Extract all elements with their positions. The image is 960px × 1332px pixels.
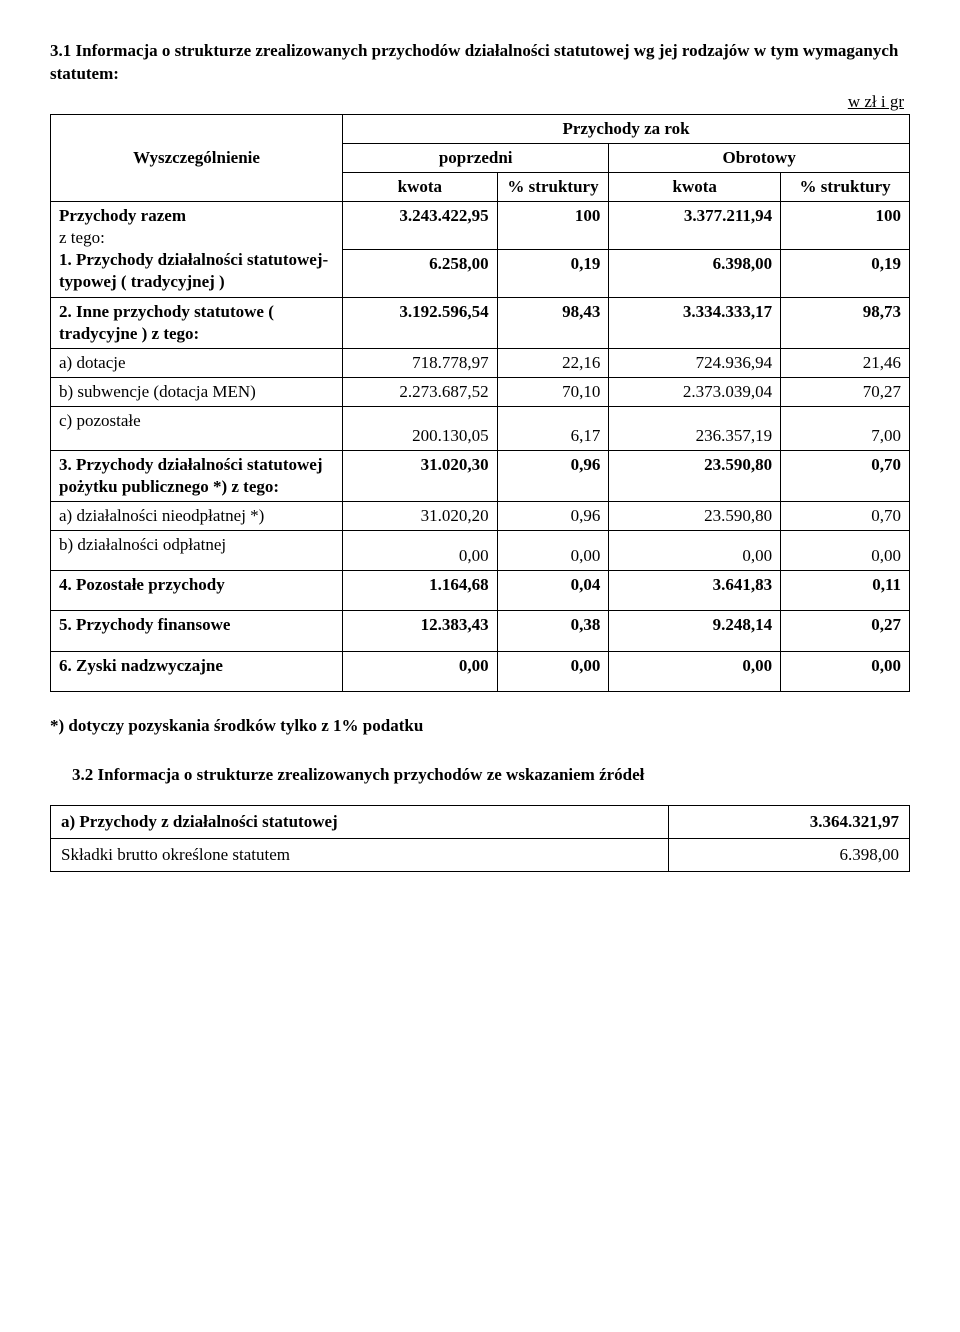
row-sources-b: Składki brutto określone statutem 6.398,…: [51, 838, 910, 871]
cell: 200.130,05: [343, 406, 498, 450]
cell: 0,11: [781, 571, 910, 611]
col-wyszczegolnienie: Wyszczególnienie: [51, 114, 343, 201]
row-r4: 4. Pozostałe przychody 1.164,68 0,04 3.6…: [51, 571, 910, 611]
cell: 98,43: [497, 297, 609, 348]
label-r4: 4. Pozostałe przychody: [51, 571, 343, 611]
footnote-1pct: *) dotyczy pozyskania środków tylko z 1%…: [50, 716, 910, 736]
cell: 23.590,80: [609, 451, 781, 502]
cell: 3.641,83: [609, 571, 781, 611]
cell: 31.020,20: [343, 502, 498, 531]
sources-table: a) Przychody z działalności statutowej 3…: [50, 805, 910, 872]
cell: 0,00: [781, 531, 910, 571]
cell: 0,70: [781, 451, 910, 502]
cell: 724.936,94: [609, 348, 781, 377]
cell: 0,00: [781, 651, 910, 691]
cell: 0,00: [609, 531, 781, 571]
col-poprzedni: poprzedni: [343, 143, 609, 172]
row-r2a: a) dotacje 718.778,97 22,16 724.936,94 2…: [51, 348, 910, 377]
label-r6: 6. Zyski nadzwyczajne: [51, 651, 343, 691]
label-sources-b: Składki brutto określone statutem: [51, 838, 669, 871]
cell: 70,27: [781, 377, 910, 406]
cell: 718.778,97: [343, 348, 498, 377]
cell: 0,00: [609, 651, 781, 691]
cell: 100: [497, 202, 609, 250]
cell: 3.334.333,17: [609, 297, 781, 348]
cell: 0,19: [497, 249, 609, 297]
revenue-structure-table: Wyszczególnienie Przychody za rok poprze…: [50, 114, 910, 692]
label-r2: 2. Inne przychody statutowe ( tradycyjne…: [51, 297, 343, 348]
cell: 0,27: [781, 611, 910, 651]
label-r1: 1. Przychody działalności statutowej-typ…: [59, 250, 328, 291]
cell: 0,70: [781, 502, 910, 531]
row-r6: 6. Zyski nadzwyczajne 0,00 0,00 0,00 0,0…: [51, 651, 910, 691]
cell: 12.383,43: [343, 611, 498, 651]
cell: 0,00: [343, 531, 498, 571]
cell: 2.273.687,52: [343, 377, 498, 406]
row-r2b: b) subwencje (dotacja MEN) 2.273.687,52 …: [51, 377, 910, 406]
cell: 31.020,30: [343, 451, 498, 502]
section-3-1-title: 3.1 Informacja o strukturze zrealizowany…: [50, 40, 910, 86]
row-r5: 5. Przychody finansowe 12.383,43 0,38 9.…: [51, 611, 910, 651]
cell: 0,00: [497, 531, 609, 571]
row-r3a: a) działalności nieodpłatnej *) 31.020,2…: [51, 502, 910, 531]
col-kwota-2: kwota: [609, 173, 781, 202]
label-r2b: b) subwencje (dotacja MEN): [51, 377, 343, 406]
cell: 6.258,00: [343, 249, 498, 297]
cell: 21,46: [781, 348, 910, 377]
row-r2: 2. Inne przychody statutowe ( tradycyjne…: [51, 297, 910, 348]
label-r3b: b) działalności odpłatnej: [51, 531, 343, 571]
cell: 0,00: [497, 651, 609, 691]
label-r5: 5. Przychody finansowe: [51, 611, 343, 651]
cell: 0,38: [497, 611, 609, 651]
row-sources-a: a) Przychody z działalności statutowej 3…: [51, 805, 910, 838]
col-przychody-za-rok: Przychody za rok: [343, 114, 910, 143]
cell: 0,19: [781, 249, 910, 297]
label-ztego: z tego:: [59, 228, 105, 247]
label-r3: 3. Przychody działalności statutowej poż…: [51, 451, 343, 502]
unit-label: w zł i gr: [50, 92, 904, 112]
row-r3: 3. Przychody działalności statutowej poż…: [51, 451, 910, 502]
col-kwota-1: kwota: [343, 173, 498, 202]
cell: 70,10: [497, 377, 609, 406]
row-r2c: c) pozostałe 200.130,05 6,17 236.357,19 …: [51, 406, 910, 450]
cell: 3.377.211,94: [609, 202, 781, 250]
label-sources-a: a) Przychody z działalności statutowej: [51, 805, 669, 838]
cell: 23.590,80: [609, 502, 781, 531]
cell: 3.192.596,54: [343, 297, 498, 348]
cell: 1.164,68: [343, 571, 498, 611]
label-r2a: a) dotacje: [51, 348, 343, 377]
cell: 0,00: [343, 651, 498, 691]
col-obrotowy: Obrotowy: [609, 143, 910, 172]
cell: 0,96: [497, 502, 609, 531]
cell: 6.398,00: [609, 249, 781, 297]
label-r2c: c) pozostałe: [51, 406, 343, 450]
label-r3a: a) działalności nieodpłatnej *): [51, 502, 343, 531]
cell: 0,96: [497, 451, 609, 502]
cell: 2.373.039,04: [609, 377, 781, 406]
col-pct-2: % struktury: [781, 173, 910, 202]
cell: 7,00: [781, 406, 910, 450]
cell: 22,16: [497, 348, 609, 377]
row-razem: Przychody razem z tego: 1. Przychody dzi…: [51, 202, 910, 250]
cell: 6,17: [497, 406, 609, 450]
col-pct-1: % struktury: [497, 173, 609, 202]
row-r3b: b) działalności odpłatnej 0,00 0,00 0,00…: [51, 531, 910, 571]
cell: 3.243.422,95: [343, 202, 498, 250]
cell: 9.248,14: [609, 611, 781, 651]
cell: 236.357,19: [609, 406, 781, 450]
cell: 98,73: [781, 297, 910, 348]
cell: 100: [781, 202, 910, 250]
cell: 0,04: [497, 571, 609, 611]
label-razem: Przychody razem: [59, 206, 186, 225]
value-sources-b: 6.398,00: [669, 838, 910, 871]
section-3-2-title: 3.2 Informacja o strukturze zrealizowany…: [72, 764, 910, 787]
table-header-row-1: Wyszczególnienie Przychody za rok: [51, 114, 910, 143]
value-sources-a: 3.364.321,97: [669, 805, 910, 838]
